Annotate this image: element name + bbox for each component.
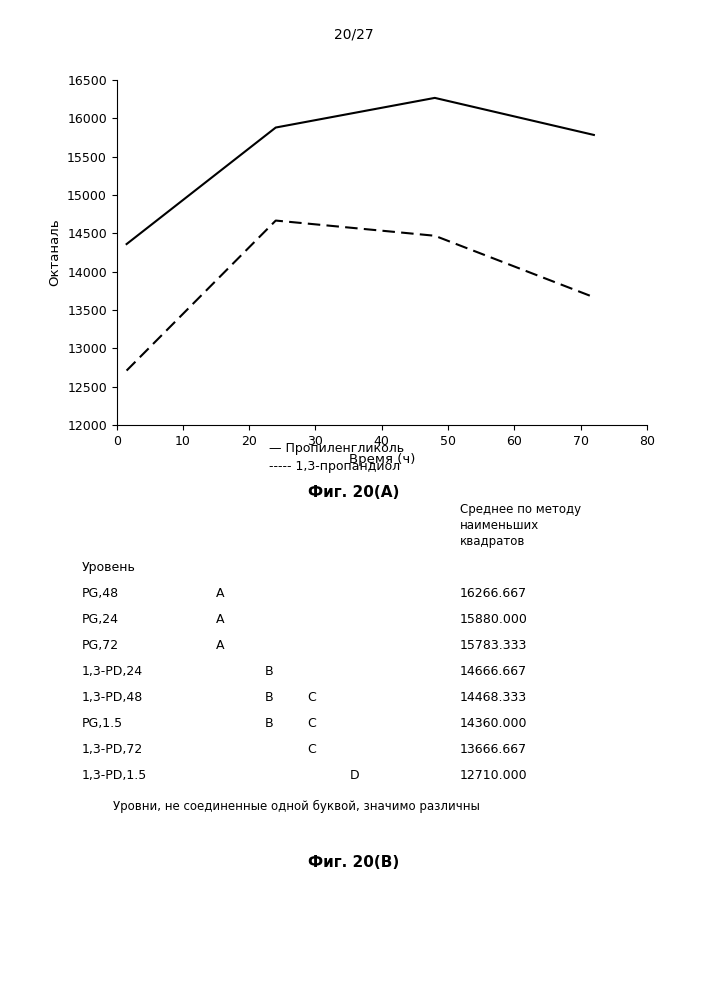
Text: B: B (265, 717, 274, 730)
Y-axis label: Октаналь: Октаналь (49, 219, 62, 286)
Text: ----- 1,3-пропандиол: ----- 1,3-пропандиол (269, 460, 399, 473)
Text: PG,24: PG,24 (81, 613, 118, 626)
Text: 15783.333: 15783.333 (460, 639, 527, 652)
Text: 1,3-PD,24: 1,3-PD,24 (81, 665, 142, 678)
Text: Уровни, не соединенные одной буквой, значимо различны: Уровни, не соединенные одной буквой, зна… (113, 800, 480, 813)
Text: 1,3-PD,72: 1,3-PD,72 (81, 743, 143, 756)
Text: B: B (265, 665, 274, 678)
Text: Уровень: Уровень (81, 561, 135, 574)
Text: D: D (350, 769, 360, 782)
Text: Фиг. 20(B): Фиг. 20(B) (308, 855, 399, 870)
Text: 20/27: 20/27 (334, 28, 373, 42)
Text: 12710.000: 12710.000 (460, 769, 527, 782)
Text: 14468.333: 14468.333 (460, 691, 527, 704)
Text: Среднее по методу
наименьших
квадратов: Среднее по методу наименьших квадратов (460, 503, 580, 548)
Text: A: A (216, 613, 224, 626)
Text: — Пропиленгликоль: — Пропиленгликоль (269, 442, 404, 455)
Text: 13666.667: 13666.667 (460, 743, 527, 756)
Text: C: C (308, 743, 316, 756)
Text: PG,1.5: PG,1.5 (81, 717, 122, 730)
Text: PG,48: PG,48 (81, 587, 119, 600)
Text: 16266.667: 16266.667 (460, 587, 527, 600)
Text: C: C (308, 691, 316, 704)
Text: 15880.000: 15880.000 (460, 613, 527, 626)
Text: 14666.667: 14666.667 (460, 665, 527, 678)
Text: Фиг. 20(А): Фиг. 20(А) (308, 485, 399, 500)
Text: B: B (265, 691, 274, 704)
Text: 14360.000: 14360.000 (460, 717, 527, 730)
X-axis label: Время (ч): Время (ч) (349, 453, 415, 466)
Text: C: C (308, 717, 316, 730)
Text: 1,3-PD,1.5: 1,3-PD,1.5 (81, 769, 146, 782)
Text: PG,72: PG,72 (81, 639, 119, 652)
Text: A: A (216, 639, 224, 652)
Text: 1,3-PD,48: 1,3-PD,48 (81, 691, 143, 704)
Text: A: A (216, 587, 224, 600)
